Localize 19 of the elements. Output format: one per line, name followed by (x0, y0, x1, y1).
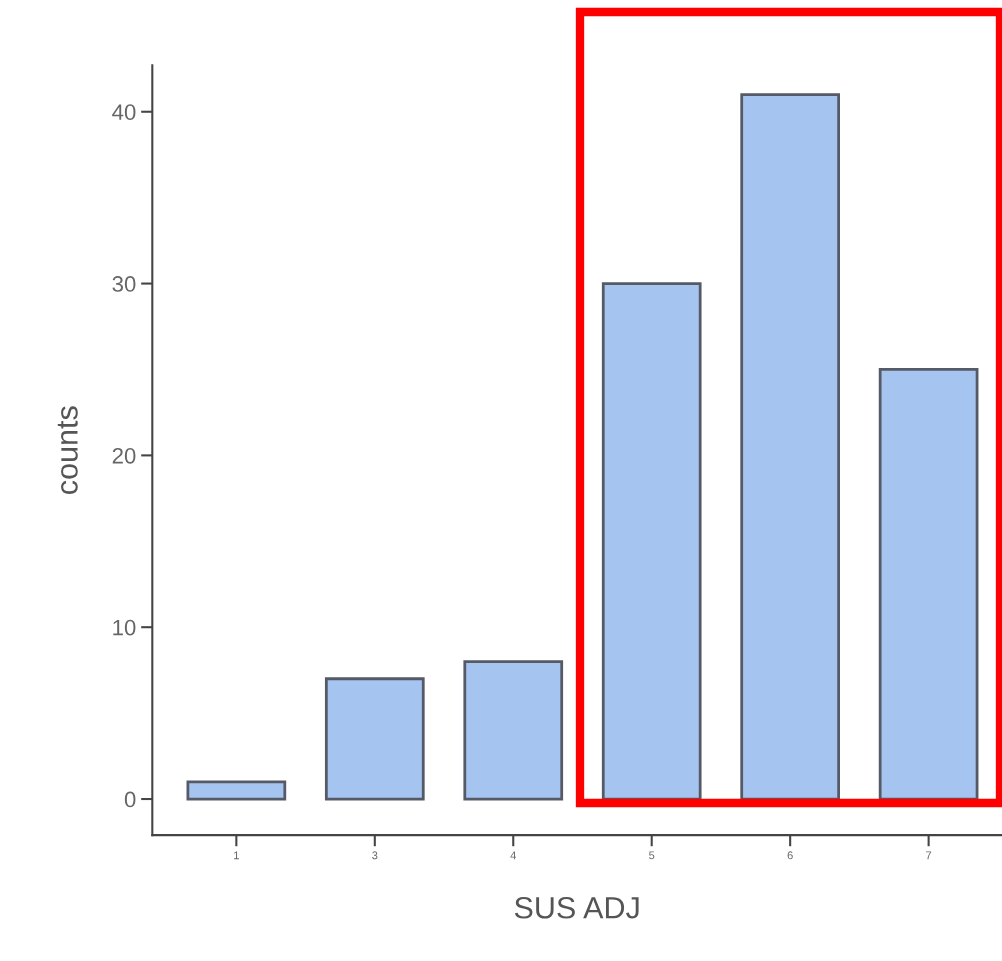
bar (740, 93, 841, 801)
bar (878, 368, 979, 801)
x-tick-label: 7 (926, 851, 932, 860)
bar (601, 282, 702, 801)
x-tick-label: 6 (787, 851, 793, 860)
y-tick-label: 30 (112, 276, 136, 292)
bar (324, 677, 425, 801)
x-tick-label: 4 (510, 851, 517, 860)
bar (463, 660, 564, 801)
y-tick-label: 0 (124, 791, 136, 808)
y-axis-title: counts (57, 406, 78, 494)
bar (186, 780, 287, 801)
y-tick-label: 20 (112, 447, 136, 464)
x-tick-label: 3 (372, 851, 378, 860)
x-tick-label: 1 (234, 851, 239, 860)
x-tick-label: 5 (649, 851, 655, 860)
x-axis-title: SUS ADJ (514, 896, 639, 919)
y-tick-label: 40 (112, 104, 136, 121)
y-tick-label: 10 (113, 619, 136, 636)
